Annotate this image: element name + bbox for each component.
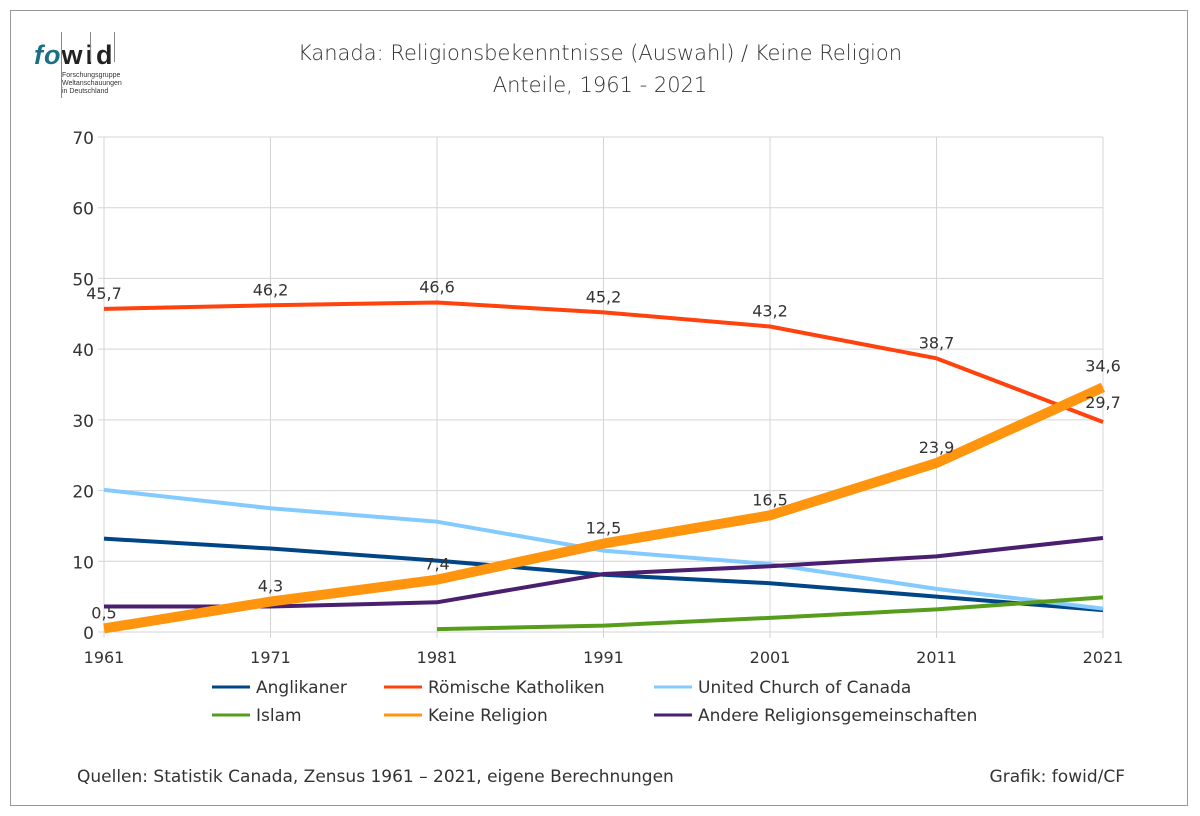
legend-label: Keine Religion	[428, 706, 548, 726]
series-line-united-church-of-canada	[103, 487, 1104, 611]
y-tick-label: 0	[83, 624, 94, 644]
series-lines	[103, 300, 1106, 634]
x-tick-label: 1961	[84, 648, 125, 667]
data-label: 29,7	[1085, 393, 1121, 412]
x-tick-label: 2021	[1083, 648, 1124, 667]
data-label: 4,3	[258, 577, 283, 596]
logo-subtitle-line: Forschungsgruppe	[62, 72, 121, 79]
logo-fo: fo	[34, 40, 62, 70]
chart-frame	[10, 10, 1188, 806]
y-tick-label: 40	[72, 341, 94, 361]
data-label: 16,5	[752, 490, 788, 509]
x-tick-label: 1981	[417, 648, 458, 667]
data-label: 46,6	[419, 277, 455, 296]
chart-subtitle: Anteile, 1961 - 2021	[492, 73, 708, 97]
series-line-keine-religion	[103, 382, 1106, 634]
data-label: 23,9	[919, 438, 955, 457]
credit-note: Grafik: fowid/CF	[989, 767, 1125, 787]
data-label: 38,7	[919, 333, 955, 352]
logo-subtitle-line: Weltanschauungen	[62, 80, 122, 87]
grid: 0 10 20 30 40 50 60 70 1961 1971 1981 1991 2001 2011 2…	[72, 129, 1123, 667]
y-tick-label: 60	[72, 200, 94, 220]
logo-divider	[90, 32, 91, 62]
logo-divider	[114, 32, 115, 62]
legend-label: Römische Katholiken	[428, 678, 605, 698]
logo-wid: wid	[61, 40, 116, 70]
series-line-islam	[436, 595, 1104, 632]
source-note: Quellen: Statistik Canada, Zensus 1961 –…	[77, 767, 674, 787]
data-label: 45,2	[586, 287, 622, 306]
x-tick-label: 1971	[250, 648, 291, 667]
logo-subtitle-line: in Deutschland	[62, 88, 109, 95]
x-tick-label: 2001	[750, 648, 791, 667]
legend-label: Islam	[256, 706, 302, 726]
legend-label: Anglikaner	[256, 678, 347, 698]
data-label: 43,2	[752, 302, 788, 321]
data-label: 0,5	[91, 603, 116, 622]
fowid-logo: fowid Forschungsgruppe Weltanschauungen …	[34, 32, 122, 98]
legend-label: Andere Religionsgemeinschaften	[698, 706, 977, 726]
logo-subtitle: Forschungsgruppe Weltanschauungen in Deu…	[62, 72, 122, 96]
legend-label: United Church of Canada	[698, 678, 911, 698]
data-label: 46,2	[253, 280, 289, 299]
x-tick-label: 1991	[583, 648, 624, 667]
legend: Anglikaner Römische Katholiken United Chur…	[212, 678, 977, 726]
data-label: 7,4	[424, 555, 449, 574]
y-tick-label: 10	[72, 553, 94, 573]
y-tick-label: 50	[72, 270, 94, 290]
data-label: 34,6	[1085, 356, 1121, 375]
x-tick-label: 2011	[916, 648, 957, 667]
data-label: 45,7	[86, 284, 122, 303]
data-label: 12,5	[586, 519, 622, 538]
y-tick-label: 30	[72, 412, 94, 432]
y-tick-label: 70	[72, 129, 94, 149]
chart-title: Kanada: Religionsbekenntnisse (Auswahl) …	[297, 41, 903, 65]
series-line-r-mische-katholiken	[103, 300, 1104, 424]
data-labels: 45,7 46,2 46,6 45,2 43,2 38,7 29,7 0,5 4,3 7,4 12,…	[86, 277, 1121, 622]
logo-divider	[61, 32, 62, 98]
y-tick-label: 20	[72, 483, 94, 503]
